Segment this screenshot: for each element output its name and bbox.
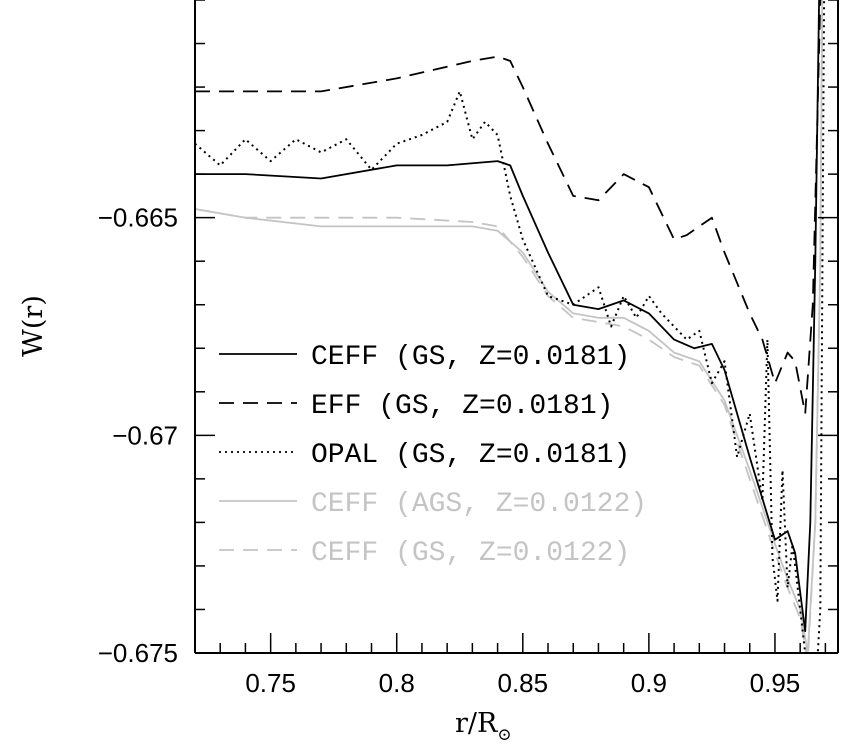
y-tick-label: −0.67	[112, 420, 178, 450]
y-tick-label: −0.665	[98, 203, 178, 233]
legend-label: CEFF (GS, Z=0.0122)	[311, 538, 630, 569]
x-tick-label: 0.9	[631, 668, 667, 698]
x-axis-title: r/R⊙	[455, 708, 512, 745]
series-line-2	[195, 0, 822, 415]
legend-label: OPAL (GS, Z=0.0181)	[311, 440, 630, 471]
y-tick-label: −0.675	[98, 638, 178, 668]
x-tick-label: 0.8	[379, 668, 415, 698]
legend-label: EFF (GS, Z=0.0181)	[311, 391, 613, 422]
x-tick-label: 0.95	[750, 668, 801, 698]
x-axis-title-subscript: ⊙	[497, 725, 511, 745]
legend-label: CEFF (AGS, Z=0.0122)	[311, 489, 647, 520]
legend-label: CEFF (GS, Z=0.0181)	[311, 342, 630, 373]
series-line-5	[195, 0, 824, 653]
series-line-1	[195, 0, 820, 633]
series-layer	[195, 0, 826, 653]
x-tick-label: 0.75	[245, 668, 296, 698]
axis-ticks: 0.75 0.8 0.85 0.9 0.95 −0.665 −0.67 −0.675	[98, 0, 838, 698]
legend: CEFF (GS, Z=0.0181) EFF (GS, Z=0.0181) OPA…	[219, 342, 647, 569]
series-line-3	[195, 0, 826, 653]
y-axis-title: W(r)	[18, 295, 49, 357]
x-axis-title-main: r/R	[455, 708, 498, 739]
x-tick-label: 0.85	[497, 668, 548, 698]
plot-frame	[194, 0, 839, 654]
